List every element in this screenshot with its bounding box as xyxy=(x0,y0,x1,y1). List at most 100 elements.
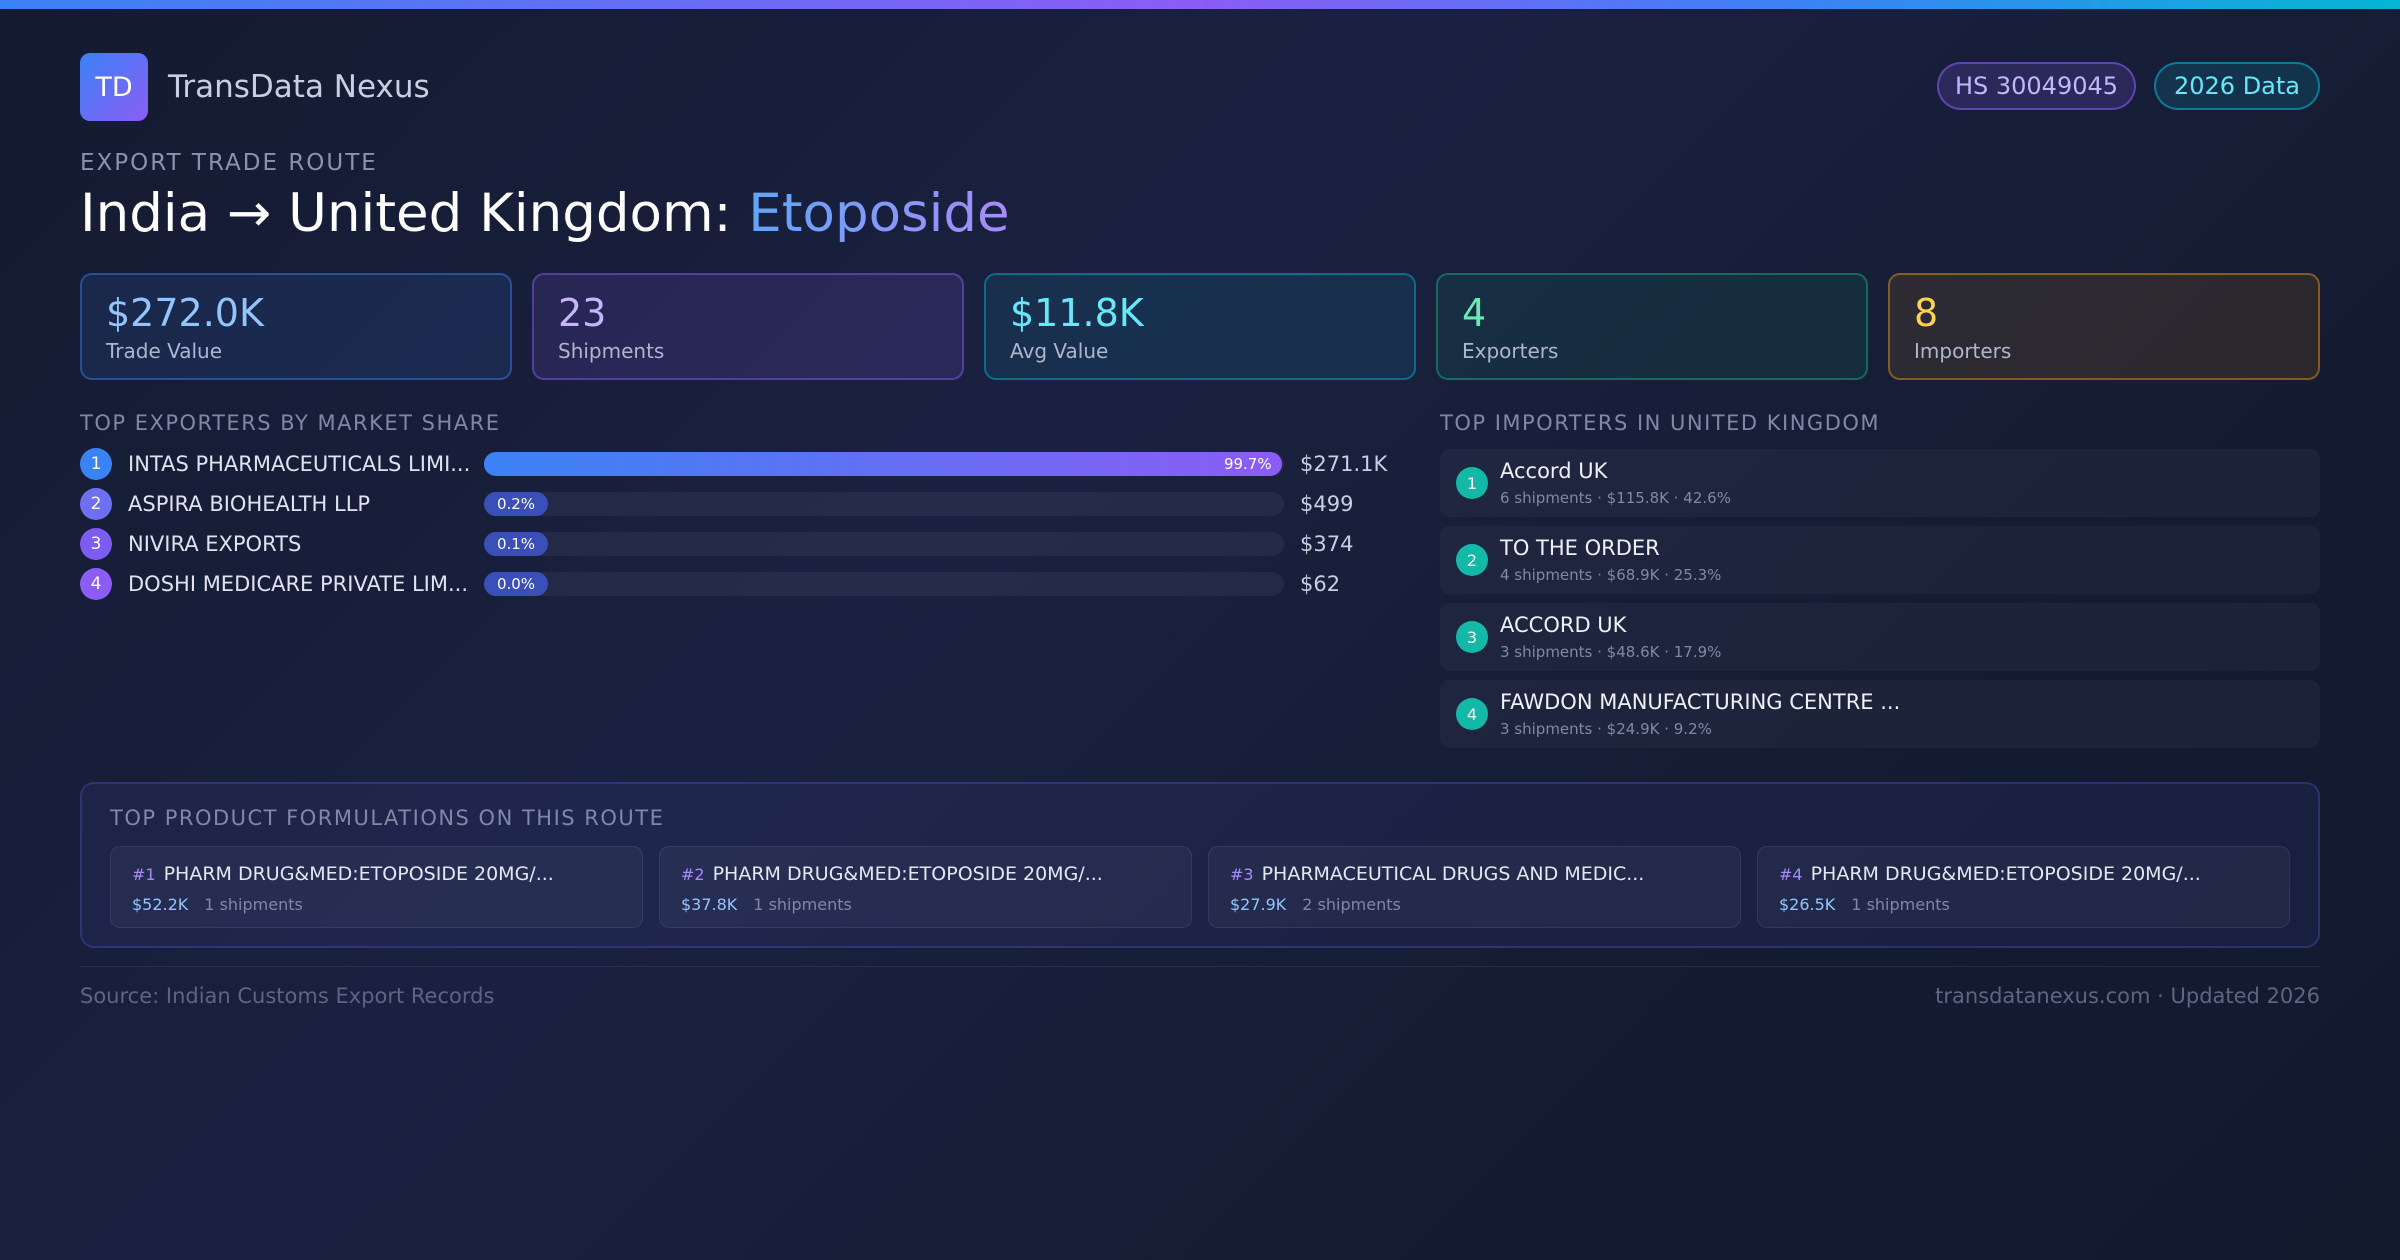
brand-name: TransData Nexus xyxy=(168,69,430,105)
importer-card[interactable]: 2 TO THE ORDER 4 shipments · $68.9K · 25… xyxy=(1440,526,2320,594)
formulation-card[interactable]: #3 PHARMACEUTICAL DRUGS AND MEDIC... $27.… xyxy=(1208,846,1741,928)
importer-name: ACCORD UK xyxy=(1500,613,1627,637)
share-bar-track: 0.0% xyxy=(484,572,1284,596)
share-percent: 0.0% xyxy=(496,575,536,593)
importer-card[interactable]: 4 FAWDON MANUFACTURING CENTRE ... 3 ship… xyxy=(1440,680,2320,748)
route-eyebrow: EXPORT TRADE ROUTE xyxy=(80,150,378,176)
data-year-badge: 2026 Data xyxy=(2154,62,2320,110)
importer-meta: 6 shipments · $115.8K · 42.6% xyxy=(1500,489,1731,507)
importer-meta: 3 shipments · $24.9K · 9.2% xyxy=(1500,720,1712,738)
exporters-section-title: TOP EXPORTERS BY MARKET SHARE xyxy=(80,411,501,435)
top-accent-bar xyxy=(0,0,2400,9)
importer-rank: 4 xyxy=(1456,698,1488,730)
footer-source: Source: Indian Customs Export Records xyxy=(80,984,495,1008)
stat-value: 4 xyxy=(1462,291,1487,335)
importer-rank: 1 xyxy=(1456,467,1488,499)
formulation-card[interactable]: #2 PHARM DRUG&MED:ETOPOSIDE 20MG/... $37.… xyxy=(659,846,1192,928)
formulation-name: PHARM DRUG&MED:ETOPOSIDE 20MG/... xyxy=(712,863,1103,885)
stat-importers: 8 Importers xyxy=(1888,273,2320,380)
share-bar-track: 0.2% xyxy=(484,492,1284,516)
footer-divider xyxy=(80,966,2320,967)
share-percent: 0.1% xyxy=(496,535,536,553)
formulation-value: $26.5K xyxy=(1779,895,1836,914)
importer-name: FAWDON MANUFACTURING CENTRE ... xyxy=(1500,690,1901,714)
formulation-name: PHARM DRUG&MED:ETOPOSIDE 20MG/... xyxy=(163,863,554,885)
formulation-title: #1 PHARM DRUG&MED:ETOPOSIDE 20MG/... xyxy=(132,863,554,885)
formulation-card[interactable]: #1 PHARM DRUG&MED:ETOPOSIDE 20MG/... $52.… xyxy=(110,846,643,928)
exporter-name: NIVIRA EXPORTS xyxy=(128,532,302,556)
formulation-meta: $26.5K 1 shipments xyxy=(1779,895,1950,914)
stat-value: 8 xyxy=(1914,291,1939,335)
formulation-meta: $27.9K 2 shipments xyxy=(1230,895,1401,914)
formulation-rank: #3 xyxy=(1230,865,1254,884)
formulation-name: PHARMACEUTICAL DRUGS AND MEDIC... xyxy=(1261,863,1645,885)
importer-name: Accord UK xyxy=(1500,459,1608,483)
formulation-shipments: 1 shipments xyxy=(753,895,852,914)
exporter-rank: 3 xyxy=(80,528,112,560)
share-bar-fill: 0.0% xyxy=(484,572,548,596)
exporter-rank: 2 xyxy=(80,488,112,520)
formulation-rank: #1 xyxy=(132,865,156,884)
importer-name: TO THE ORDER xyxy=(1500,536,1660,560)
exporter-name: ASPIRA BIOHEALTH LLP xyxy=(128,492,371,516)
stat-label: Shipments xyxy=(558,339,665,363)
exporter-rank: 4 xyxy=(80,568,112,600)
brand-logo: TD xyxy=(80,53,148,121)
stat-value: $11.8K xyxy=(1010,291,1144,335)
hs-code-badge: HS 30049045 xyxy=(1937,62,2136,110)
share-bar-track: 99.7% xyxy=(484,452,1284,476)
stat-label: Importers xyxy=(1914,339,2012,363)
route-title: India → United Kingdom: xyxy=(80,183,749,244)
stat-exporters: 4 Exporters xyxy=(1436,273,1868,380)
importer-card[interactable]: 3 ACCORD UK 3 shipments · $48.6K · 17.9% xyxy=(1440,603,2320,671)
stat-value: 23 xyxy=(558,291,607,335)
page-title: India → United Kingdom: Etoposide xyxy=(80,183,1010,244)
share-bar-fill: 0.2% xyxy=(484,492,548,516)
exporter-rank: 1 xyxy=(80,448,112,480)
exporter-row[interactable]: 1 INTAS PHARMACEUTICALS LIMI... 99.7% $2… xyxy=(80,448,1387,480)
formulation-shipments: 1 shipments xyxy=(1851,895,1950,914)
formulation-title: #3 PHARMACEUTICAL DRUGS AND MEDIC... xyxy=(1230,863,1644,885)
formulation-value: $52.2K xyxy=(132,895,189,914)
importer-rank: 3 xyxy=(1456,621,1488,653)
product-name: Etoposide xyxy=(748,183,1010,244)
share-percent: 0.2% xyxy=(496,495,536,513)
formulation-value: $37.8K xyxy=(681,895,738,914)
formulation-title: #4 PHARM DRUG&MED:ETOPOSIDE 20MG/... xyxy=(1779,863,2201,885)
exporter-row[interactable]: 4 DOSHI MEDICARE PRIVATE LIM... 0.0% $62 xyxy=(80,568,1380,600)
exporter-value: $62 xyxy=(1300,572,1341,596)
importer-rank: 2 xyxy=(1456,544,1488,576)
stat-trade-value: $272.0K Trade Value xyxy=(80,273,512,380)
formulation-card[interactable]: #4 PHARM DRUG&MED:ETOPOSIDE 20MG/... $26.… xyxy=(1757,846,2290,928)
formulation-title: #2 PHARM DRUG&MED:ETOPOSIDE 20MG/... xyxy=(681,863,1103,885)
formulation-value: $27.9K xyxy=(1230,895,1287,914)
exporter-value: $271.1K xyxy=(1300,452,1388,476)
stat-label: Exporters xyxy=(1462,339,1559,363)
formulation-rank: #4 xyxy=(1779,865,1803,884)
exporter-row[interactable]: 3 NIVIRA EXPORTS 0.1% $374 xyxy=(80,528,1380,560)
stat-label: Trade Value xyxy=(106,339,223,363)
formulation-meta: $37.8K 1 shipments xyxy=(681,895,852,914)
importers-section-title: TOP IMPORTERS IN UNITED KINGDOM xyxy=(1440,411,1881,435)
footer-site[interactable]: transdatanexus.com · Updated 2026 xyxy=(1935,984,2320,1008)
importer-meta: 3 shipments · $48.6K · 17.9% xyxy=(1500,643,1722,661)
exporter-value: $374 xyxy=(1300,532,1354,556)
stat-avg-value: $11.8K Avg Value xyxy=(984,273,1416,380)
formulation-rank: #2 xyxy=(681,865,705,884)
exporter-name: DOSHI MEDICARE PRIVATE LIM... xyxy=(128,572,469,596)
importer-card[interactable]: 1 Accord UK 6 shipments · $115.8K · 42.6… xyxy=(1440,449,2320,517)
stat-shipments: 23 Shipments xyxy=(532,273,964,380)
stat-label: Avg Value xyxy=(1010,339,1109,363)
formulation-shipments: 2 shipments xyxy=(1302,895,1401,914)
exporter-name: INTAS PHARMACEUTICALS LIMI... xyxy=(128,452,471,476)
exporter-row[interactable]: 2 ASPIRA BIOHEALTH LLP 0.2% $499 xyxy=(80,488,1380,520)
share-bar-track: 0.1% xyxy=(484,532,1284,556)
formulations-section-title: TOP PRODUCT FORMULATIONS ON THIS ROUTE xyxy=(110,806,665,830)
share-bar-fill: 99.7% xyxy=(484,452,1282,476)
share-percent: 99.7% xyxy=(1223,455,1272,473)
importer-meta: 4 shipments · $68.9K · 25.3% xyxy=(1500,566,1722,584)
formulation-shipments: 1 shipments xyxy=(204,895,303,914)
brand[interactable]: TD TransData Nexus xyxy=(80,53,430,121)
formulations-panel: TOP PRODUCT FORMULATIONS ON THIS ROUTE #… xyxy=(80,782,2320,948)
share-bar-fill: 0.1% xyxy=(484,532,548,556)
